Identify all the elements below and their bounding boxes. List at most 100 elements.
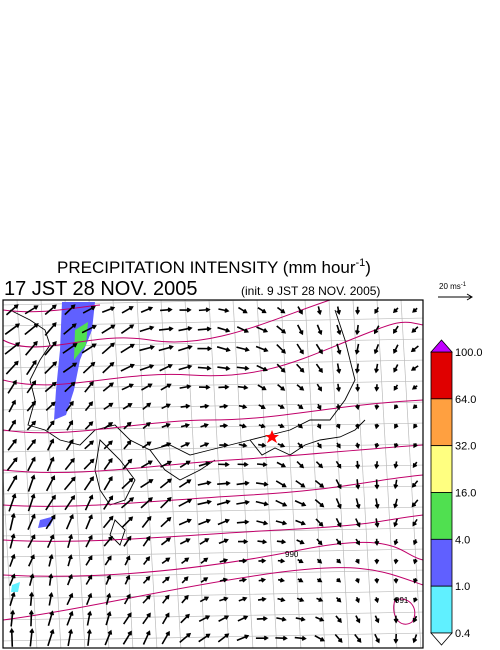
wind-arrow — [217, 365, 231, 371]
wind-arrow — [84, 421, 94, 430]
wind-arrow — [374, 404, 380, 411]
wind-arrow — [5, 360, 19, 375]
wind-arrow — [122, 403, 133, 410]
wind-arrow — [142, 402, 152, 411]
wind-arrow — [355, 498, 361, 510]
wind-arrow — [297, 442, 304, 449]
wind-arrow — [257, 596, 267, 602]
wind-arrow — [27, 474, 36, 492]
wind-arrow — [7, 379, 17, 394]
wind-arrow — [44, 361, 58, 375]
under-triangle — [430, 632, 453, 646]
wind-arrow — [47, 610, 55, 626]
wind-arrow — [315, 461, 324, 469]
parallel — [3, 506, 423, 516]
wind-arrow — [296, 539, 305, 545]
wind-arrow — [296, 324, 304, 336]
wind-arrow — [86, 628, 92, 646]
legend-label: 1.0 — [455, 581, 470, 593]
wind-arrow — [81, 324, 97, 334]
wind-arrow — [355, 479, 361, 490]
wind-arrow — [355, 460, 361, 470]
wind-arrow — [67, 533, 74, 548]
wind-arrow — [314, 634, 325, 642]
wind-arrow — [258, 404, 266, 410]
wind-arrow — [410, 365, 419, 371]
wind-arrow — [355, 578, 360, 584]
wind-arrow — [219, 577, 229, 583]
meridian — [40, 300, 62, 648]
wind-arrow — [122, 612, 132, 625]
wind-arrow — [412, 558, 418, 565]
wind-arrow — [62, 362, 78, 373]
wind-arrow — [236, 480, 250, 486]
wind-arrow — [85, 592, 93, 606]
wind-arrow — [86, 610, 93, 626]
wind-arrow — [160, 383, 172, 391]
wind-arrow — [355, 442, 361, 449]
wind-arrow — [104, 555, 112, 566]
parallel — [3, 464, 423, 474]
wind-arrow — [393, 325, 399, 334]
title-main: PRECIPITATION INTENSITY (mm hour — [57, 258, 356, 277]
wind-field — [4, 304, 419, 647]
wind-arrow — [198, 461, 211, 467]
wind-arrow — [315, 343, 323, 355]
wind-arrow — [45, 401, 56, 412]
wind-arrow — [255, 345, 269, 353]
wind-arrow — [66, 610, 74, 626]
wind-arrow — [124, 574, 131, 585]
wind-arrow — [200, 577, 209, 583]
wind-arrow — [139, 345, 155, 352]
wind-arrow — [105, 592, 112, 605]
wind-arrow — [103, 402, 114, 411]
meridian — [400, 300, 422, 648]
wind-arrow — [67, 554, 73, 567]
wind-arrow — [120, 343, 135, 354]
wind-arrow — [257, 539, 268, 545]
wind-arrow — [393, 461, 399, 469]
wind-arrow — [355, 558, 360, 565]
wind-arrow — [374, 558, 380, 565]
wind-arrow — [236, 346, 250, 352]
wind-arrow — [238, 558, 248, 564]
wind-arrow — [276, 325, 287, 334]
colorbar: 100.0 64.0 32.0 16.0 4.0 1.0 0.4 — [430, 339, 483, 646]
wind-arrow — [102, 515, 114, 529]
wind-arrow — [160, 307, 173, 313]
wind-arrow — [162, 576, 170, 584]
wind-arrow — [140, 479, 154, 489]
wind-arrow — [158, 326, 174, 332]
wind-arrow — [374, 479, 380, 490]
wind-arrow — [238, 306, 248, 314]
wind-arrow — [411, 385, 418, 390]
wind-arrow — [46, 438, 55, 451]
wind-arrow — [354, 363, 360, 374]
init-time: (init. 9 JST 28 NOV. 2005) — [241, 284, 380, 298]
wind-arrow — [26, 439, 36, 451]
wind-arrow — [256, 364, 268, 372]
wind-arrow — [64, 457, 75, 471]
contour-label: 991 — [395, 596, 409, 605]
wind-arrow — [45, 514, 56, 530]
wind-arrow — [296, 343, 304, 355]
wind-arrow — [336, 442, 341, 449]
wind-arrow — [295, 519, 306, 526]
wind-arrow — [84, 440, 95, 450]
wind-arrow — [335, 404, 341, 411]
meridian — [88, 300, 110, 648]
wind-arrow — [85, 514, 93, 530]
wind-arrow — [7, 474, 18, 492]
wind-arrow — [103, 475, 113, 491]
wind-arrow — [257, 384, 267, 391]
title: PRECIPITATION INTENSITY (mm hour-1) — [57, 257, 371, 277]
parallel — [3, 443, 423, 453]
wind-arrow — [373, 325, 380, 335]
wind-arrow — [374, 498, 380, 509]
wind-arrow — [197, 365, 212, 371]
wind-arrow — [28, 573, 35, 586]
wind-arrow — [236, 326, 249, 333]
wind-arrow — [121, 383, 134, 391]
wind-arrow — [27, 493, 36, 512]
wind-arrow — [374, 597, 380, 604]
